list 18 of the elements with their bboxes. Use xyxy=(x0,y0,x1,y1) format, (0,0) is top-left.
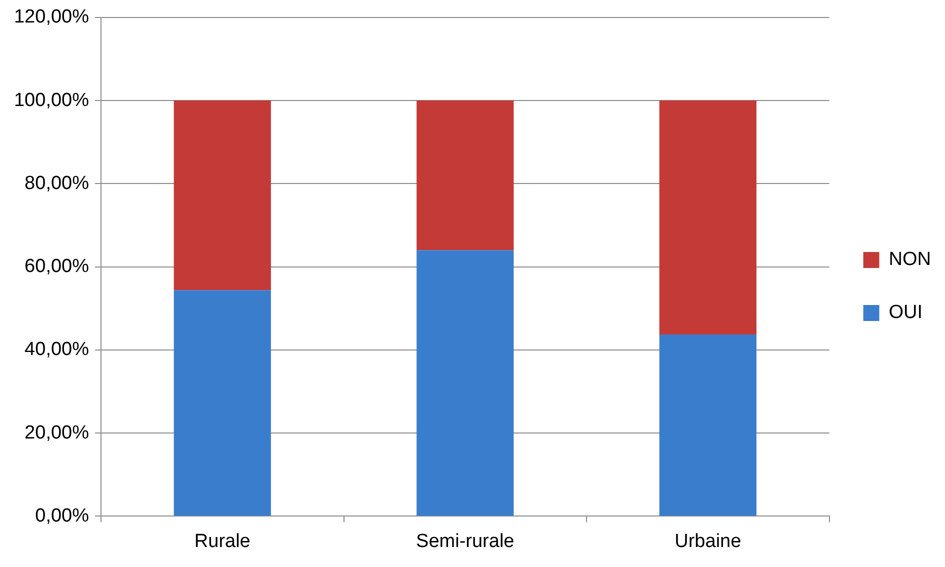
legend-label: NON xyxy=(888,249,932,270)
x-tick-label: Rurale xyxy=(194,530,250,552)
legend-label: OUI xyxy=(888,302,923,324)
bar xyxy=(659,100,756,335)
x-tick-label: Semi-rurale xyxy=(416,530,514,552)
y-tick-label: 80,00% xyxy=(24,172,90,194)
bar xyxy=(416,100,514,250)
bar xyxy=(174,290,271,516)
bar xyxy=(174,100,271,290)
y-tick-label: 120,00% xyxy=(14,6,90,28)
x-tick-label: Urbaine xyxy=(674,530,742,552)
y-tick-label: 0,00% xyxy=(35,505,90,526)
y-tick-label: 40,00% xyxy=(24,339,90,360)
y-tick-label: 20,00% xyxy=(24,422,90,444)
y-tick-label: 100,00% xyxy=(14,90,90,111)
bar xyxy=(416,250,514,516)
y-tick-label: 60,00% xyxy=(24,256,90,278)
bar xyxy=(659,334,756,516)
